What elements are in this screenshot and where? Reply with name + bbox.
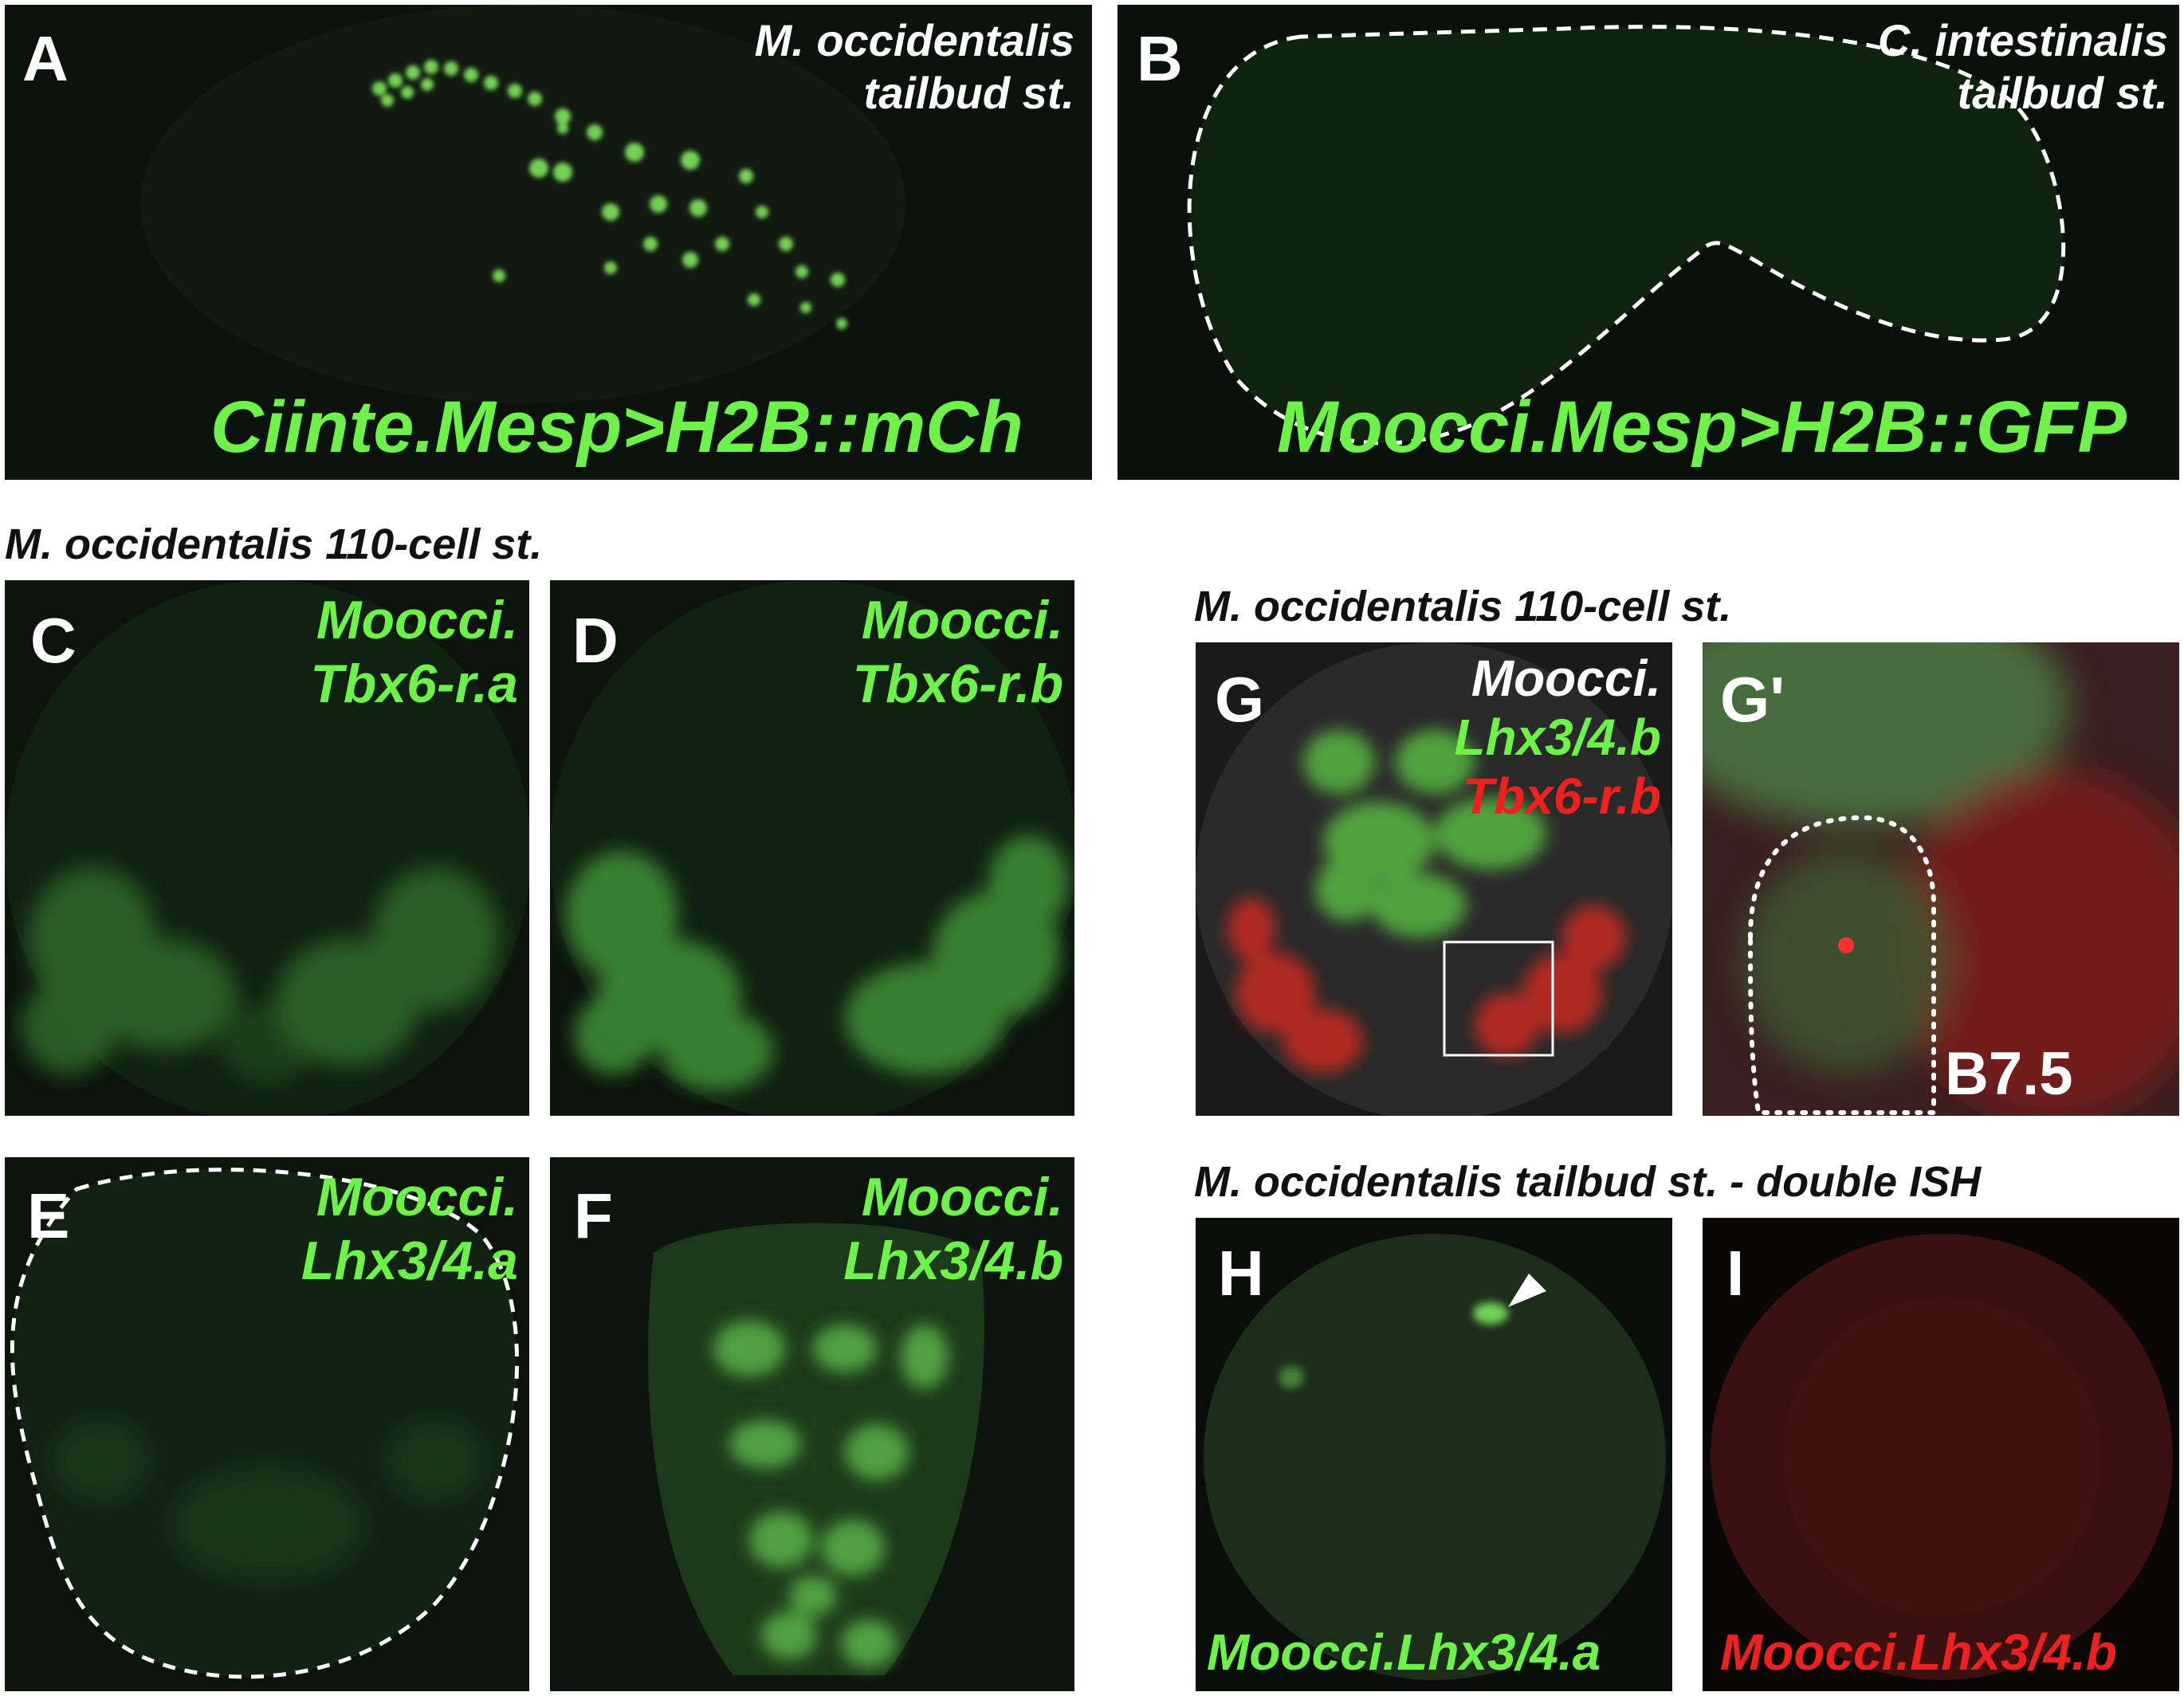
panel-d-letter: D xyxy=(572,609,619,673)
panel-b: B C. intestinalis tailbud st. Moocci.Mes… xyxy=(1118,5,2179,480)
panel-a-stage-line2: tailbud st. xyxy=(755,67,1074,120)
panel-g: G Moocci. Lhx3/4.b Tbx6-r.b xyxy=(1196,642,1672,1116)
panel-g-gene-line2: Lhx3/4.b xyxy=(1454,708,1661,767)
panel-b-stage-line2: tailbud st. xyxy=(1878,67,2168,120)
panel-h-gene-label: Moocci.Lhx3/4.a xyxy=(1207,1623,1601,1682)
panel-c-gene-line1: Moocci. xyxy=(310,588,518,652)
panel-i-gene-label: Moocci.Lhx3/4.b xyxy=(1720,1623,2117,1682)
panel-e-gene-label: Moocci. Lhx3/4.a xyxy=(301,1165,518,1293)
panel-g-prime-letter: G' xyxy=(1720,668,1785,732)
panel-f-gene-line2: Lhx3/4.b xyxy=(843,1229,1063,1293)
panel-c-letter: C xyxy=(30,609,77,673)
panel-e: E Moocci. Lhx3/4.a xyxy=(5,1157,529,1691)
panel-a: A M. occidentalis tailbud st. Ciinte.Mes… xyxy=(5,5,1092,480)
panel-a-stage-line1: M. occidentalis xyxy=(755,14,1074,67)
header-bottom-right: M. occidentalis tailbud st. - double ISH xyxy=(1194,1157,1981,1207)
panel-f-letter: F xyxy=(574,1184,613,1248)
panel-i-micrograph xyxy=(1703,1218,2179,1691)
panel-b-letter: B xyxy=(1137,27,1183,91)
panel-c-gene-line2: Tbx6-r.a xyxy=(310,652,518,716)
panel-e-letter: E xyxy=(27,1184,69,1248)
panel-a-letter: A xyxy=(22,27,69,91)
panel-h-micrograph xyxy=(1196,1218,1672,1691)
panel-h-letter: H xyxy=(1218,1242,1264,1305)
panel-a-stage-label: M. occidentalis tailbud st. xyxy=(755,14,1074,120)
panel-b-construct-label: Moocci.Mesp>H2B::GFP xyxy=(1277,386,2127,469)
panel-d-gene-line1: Moocci. xyxy=(853,588,1064,652)
panel-g-letter: G xyxy=(1215,668,1264,732)
panel-f-gene-label: Moocci. Lhx3/4.b xyxy=(843,1165,1063,1293)
panel-e-gene-line2: Lhx3/4.a xyxy=(301,1229,518,1293)
panel-c-gene-label: Moocci. Tbx6-r.a xyxy=(310,588,518,716)
panel-a-construct-label: Ciinte.Mesp>H2B::mCh xyxy=(210,386,1023,469)
panel-h: H Moocci.Lhx3/4.a xyxy=(1196,1218,1672,1691)
panel-f-gene-line1: Moocci. xyxy=(843,1165,1063,1229)
panel-g-prime: G' B7.5 xyxy=(1703,642,2179,1116)
panel-i: I Moocci.Lhx3/4.b xyxy=(1703,1218,2179,1691)
panel-i-letter: I xyxy=(1726,1242,1744,1305)
panel-c: C Moocci. Tbx6-r.a xyxy=(5,580,529,1116)
panel-f: F Moocci. Lhx3/4.b xyxy=(550,1157,1074,1691)
panel-d: D Moocci. Tbx6-r.b xyxy=(550,580,1074,1116)
panel-g-prime-cell-label: B7.5 xyxy=(1945,1044,2073,1105)
panel-g-gene-line3: Tbx6-r.b xyxy=(1454,767,1661,826)
header-mid-left: M. occidentalis 110-cell st. xyxy=(5,520,542,569)
panel-e-gene-line1: Moocci. xyxy=(301,1165,518,1229)
panel-g-gene-line1: Moocci. xyxy=(1454,649,1661,708)
panel-g-gene-label: Moocci. Lhx3/4.b Tbx6-r.b xyxy=(1454,649,1661,826)
header-mid-right: M. occidentalis 110-cell st. xyxy=(1194,582,1731,631)
panel-d-gene-line2: Tbx6-r.b xyxy=(853,652,1064,716)
panel-b-stage-label: C. intestinalis tailbud st. xyxy=(1878,14,2168,120)
panel-b-stage-line1: C. intestinalis xyxy=(1878,14,2168,67)
panel-d-gene-label: Moocci. Tbx6-r.b xyxy=(853,588,1064,716)
